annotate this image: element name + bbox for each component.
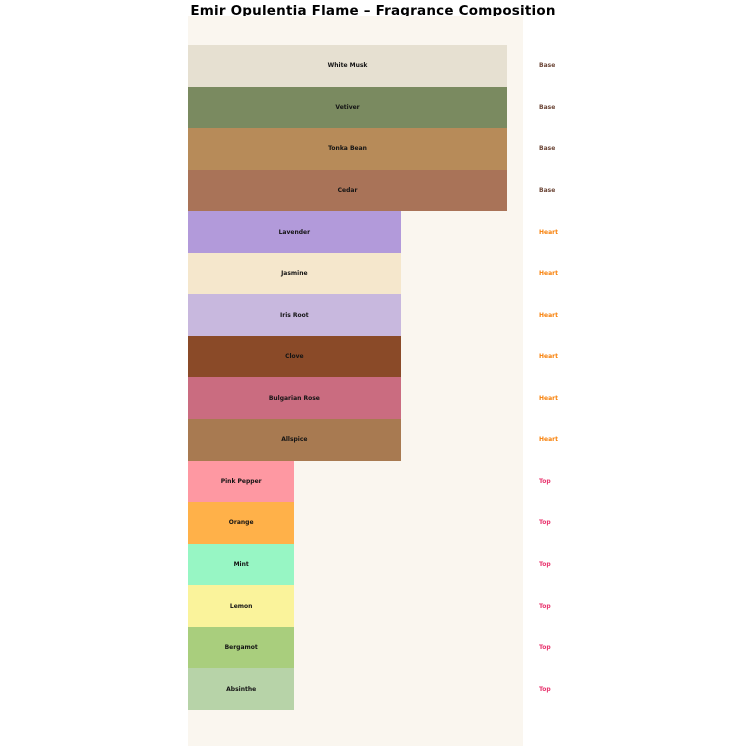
bar-pink-pepper: Pink Pepper <box>188 460 295 503</box>
bar-bergamot: Bergamot <box>188 626 295 669</box>
bar-label: White Musk <box>327 62 368 70</box>
chart-title: Emir Opulentia Flame – Fragrance Composi… <box>190 3 556 19</box>
bar-jasmine: Jasmine <box>188 252 401 295</box>
category-label: Heart <box>539 353 558 361</box>
category-label: Top <box>539 644 551 652</box>
category-label: Heart <box>539 311 558 319</box>
bar-clove: Clove <box>188 335 401 378</box>
bar-label: Iris Root <box>280 311 309 319</box>
bar-cedar: Cedar <box>188 169 508 212</box>
category-label: Top <box>539 519 551 527</box>
bar-mint: Mint <box>188 543 295 586</box>
bar-label: Lemon <box>229 602 253 610</box>
category-labels: Base Base Base Base Heart Heart Heart Heart Hear… <box>539 0 599 746</box>
bar-label: Bergamot <box>224 644 258 652</box>
category-label: Base <box>539 145 556 153</box>
category-label: Heart <box>539 270 558 278</box>
bar-white-musk: White Musk <box>188 45 508 87</box>
bar-orange: Orange <box>188 502 295 544</box>
category-label: Top <box>539 560 551 568</box>
bar-label: Pink Pepper <box>220 477 262 485</box>
bar-vetiver: Vetiver <box>188 86 508 129</box>
bar-label: Allspice <box>281 436 308 444</box>
category-label: Top <box>539 685 551 693</box>
bar-absinthe: Absinthe <box>188 668 295 710</box>
bar-label: Bulgarian Rose <box>268 394 320 402</box>
category-label: Top <box>539 602 551 610</box>
bar-label: Vetiver <box>335 103 360 111</box>
bar-label: Orange <box>228 519 254 527</box>
category-label: Base <box>539 103 556 111</box>
bar-label: Jasmine <box>281 270 308 278</box>
category-label: Base <box>539 62 556 70</box>
bar-label: Mint <box>233 560 249 568</box>
bar-label: Absinthe <box>226 685 257 693</box>
bar-iris-root: Iris Root <box>188 294 401 336</box>
bar-label: Tonka Bean <box>328 145 367 153</box>
bar-label: Lavender <box>278 228 311 236</box>
category-label: Base <box>539 186 556 194</box>
bar-lemon: Lemon <box>188 585 295 627</box>
category-label: Heart <box>539 436 558 444</box>
bar-tonka-bean: Tonka Bean <box>188 128 508 170</box>
bar-allspice: Allspice <box>188 419 401 461</box>
bar-label: Cedar <box>337 186 358 194</box>
bar-bulgarian-rose: Bulgarian Rose <box>188 377 401 420</box>
plot-area: White Musk Vetiver Tonka Bean Cedar Lavender… <box>188 16 523 746</box>
bar-label: Clove <box>285 353 304 361</box>
bar-lavender: Lavender <box>188 211 401 253</box>
category-label: Top <box>539 477 551 485</box>
category-label: Heart <box>539 228 558 236</box>
category-label: Heart <box>539 394 558 402</box>
